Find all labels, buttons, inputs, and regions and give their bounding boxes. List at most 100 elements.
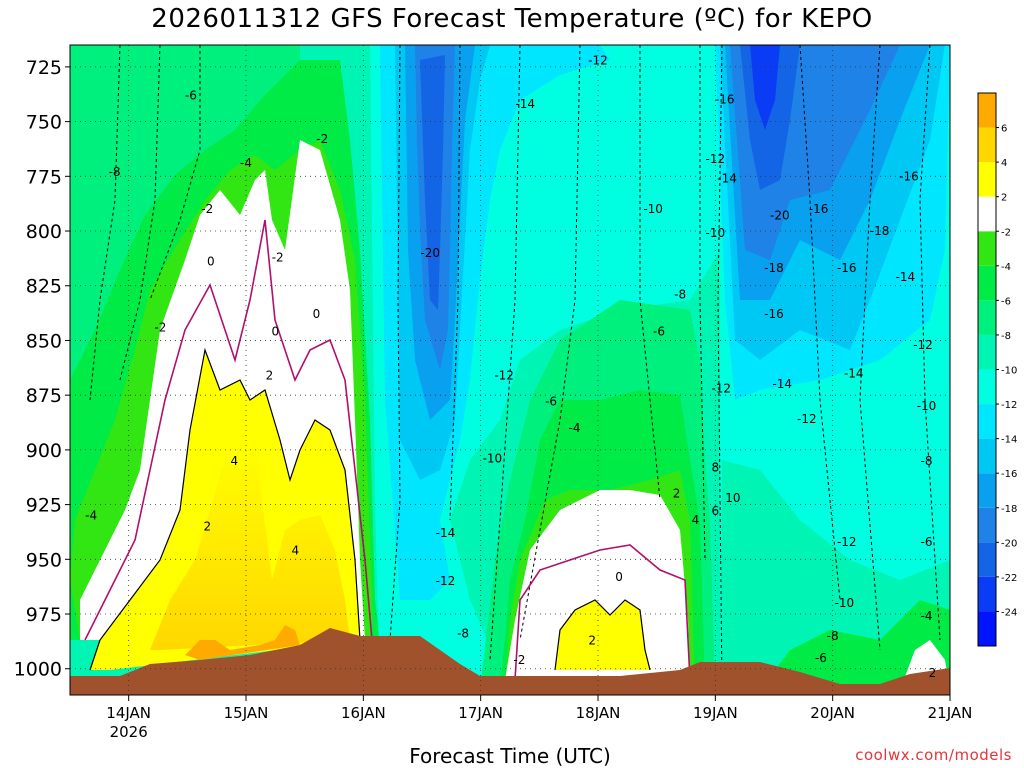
- colorbar-segment: [978, 542, 996, 577]
- contour-label: -10: [917, 399, 937, 413]
- contour-label: -4: [85, 509, 97, 523]
- contour-label: -14: [844, 366, 864, 380]
- region-minus4-right: [760, 600, 950, 690]
- contour-label: -14: [436, 526, 456, 540]
- contour-label: -4: [921, 609, 933, 623]
- contour-label: 0: [207, 255, 215, 269]
- grid-lines: [70, 45, 950, 695]
- contour-label: 2: [266, 368, 274, 382]
- region-plus2-middle: [555, 600, 650, 670]
- region-minus22-middle: [420, 55, 445, 310]
- contour-label: -12: [588, 53, 608, 67]
- x-tick-label: 19JAN: [693, 704, 738, 722]
- contour-label: -2: [513, 653, 525, 667]
- colorbar-segment: [978, 300, 996, 335]
- contour-label: -6: [185, 88, 197, 102]
- x-tick-label: 20JAN: [810, 704, 855, 722]
- colorbar-segment: [978, 231, 996, 266]
- contour-label: 0: [615, 570, 623, 584]
- contour-label: 4: [230, 454, 238, 468]
- contour-label: -16: [715, 93, 735, 107]
- contour-label: 2: [673, 487, 681, 501]
- contour-label: -12: [706, 152, 726, 166]
- contour-label: -14: [772, 377, 792, 391]
- colorbar-label: -2: [1001, 227, 1011, 238]
- y-axis-ticks: 725 750 775 800 825 850 875 900 925 950 975 1000: [14, 57, 70, 681]
- contour-label: 0: [272, 325, 280, 339]
- y-tick-label: 800: [26, 221, 62, 243]
- y-tick-label: 725: [26, 57, 62, 79]
- contour-label: -20: [420, 246, 440, 260]
- contour-label: -12: [797, 412, 817, 426]
- contour-label: -2: [154, 320, 166, 334]
- contour-label: -10: [643, 202, 663, 216]
- contour-label: -8: [109, 165, 121, 179]
- y-tick-label: 850: [26, 330, 62, 352]
- colorbar-segment: [978, 507, 996, 543]
- chart-title: 2026011312 GFS Forecast Temperature (ºC)…: [151, 4, 873, 34]
- region-zero-middle: [505, 490, 690, 680]
- contour-label: -12: [913, 338, 933, 352]
- y-tick-label: 975: [26, 604, 62, 626]
- contour-label: 2: [588, 633, 596, 647]
- contour-label: 0: [313, 307, 321, 321]
- colorbar-segment: [978, 127, 996, 163]
- colorbar-segment: [978, 93, 996, 128]
- contour-label: -12: [436, 574, 456, 588]
- colorbar-segment: [978, 611, 996, 646]
- colorbar-label: -24: [1001, 607, 1017, 618]
- colorbar-label: -14: [1001, 435, 1017, 446]
- colorbar-segment: [978, 334, 996, 370]
- contour-label: -2: [272, 250, 284, 264]
- contour-label: 2: [929, 666, 937, 680]
- y-tick-label: 750: [26, 112, 62, 134]
- colorbar-label: -4: [1001, 262, 1011, 273]
- contour-label: -12: [494, 368, 514, 382]
- contour-label: 4: [291, 544, 299, 558]
- contour-label: -18: [764, 261, 784, 275]
- colorbar-segment: [978, 438, 996, 474]
- x-tick-label: 14JAN: [106, 704, 151, 722]
- colorbar-label: -22: [1001, 573, 1017, 584]
- contour-label: 2: [203, 519, 211, 533]
- contour-label: -2: [316, 132, 328, 146]
- y-tick-label: 775: [26, 166, 62, 188]
- colorbar-label: -16: [1001, 469, 1017, 480]
- colorbar-label: -18: [1001, 504, 1017, 515]
- contour-label: -10: [483, 452, 503, 466]
- contour-label: -16: [809, 202, 829, 216]
- colorbar-segment: [978, 369, 996, 405]
- contour-label: -6: [545, 395, 557, 409]
- y-tick-label: 925: [26, 495, 62, 517]
- plot-field: -6-8-4-2-2-2000-22424-4-20-14-12-10-8-6-…: [70, 45, 950, 695]
- contour-label: 8: [712, 460, 720, 474]
- colorbar-label: 6: [1001, 124, 1007, 135]
- colorbar-label: -12: [1001, 400, 1017, 411]
- colorbar-label: 2: [1001, 193, 1007, 204]
- contour-label: -12: [837, 535, 857, 549]
- x-axis-ticks: 14JAN 15JAN 16JAN 17JAN 18JAN 19JAN 20JAN 21JAN: [106, 695, 972, 722]
- contour-label: -4: [569, 421, 581, 435]
- contour-label: -8: [457, 627, 469, 641]
- x-axis-label: Forecast Time (UTC): [409, 744, 611, 768]
- contour-label: -12: [711, 382, 731, 396]
- contour-label: -14: [515, 97, 535, 111]
- x-tick-label: 15JAN: [224, 704, 269, 722]
- contour-label: 10: [725, 491, 740, 505]
- contour-label: -8: [674, 287, 686, 301]
- colorbar-segment: [978, 265, 996, 301]
- colorbar-segment: [978, 196, 996, 232]
- colorbar-segment: [978, 473, 996, 508]
- x-tick-label: 16JAN: [341, 704, 386, 722]
- colorbar-segment: [978, 576, 996, 612]
- colorbar-label: -10: [1001, 366, 1017, 377]
- contour-lines: [89, 45, 941, 691]
- contour-label: 4: [692, 513, 700, 527]
- colorbar-segment: [978, 404, 996, 439]
- region-plus4-left: [150, 440, 350, 650]
- contour-label: -6: [921, 535, 933, 549]
- contour-label: -14: [717, 172, 737, 186]
- y-tick-label: 825: [26, 276, 62, 298]
